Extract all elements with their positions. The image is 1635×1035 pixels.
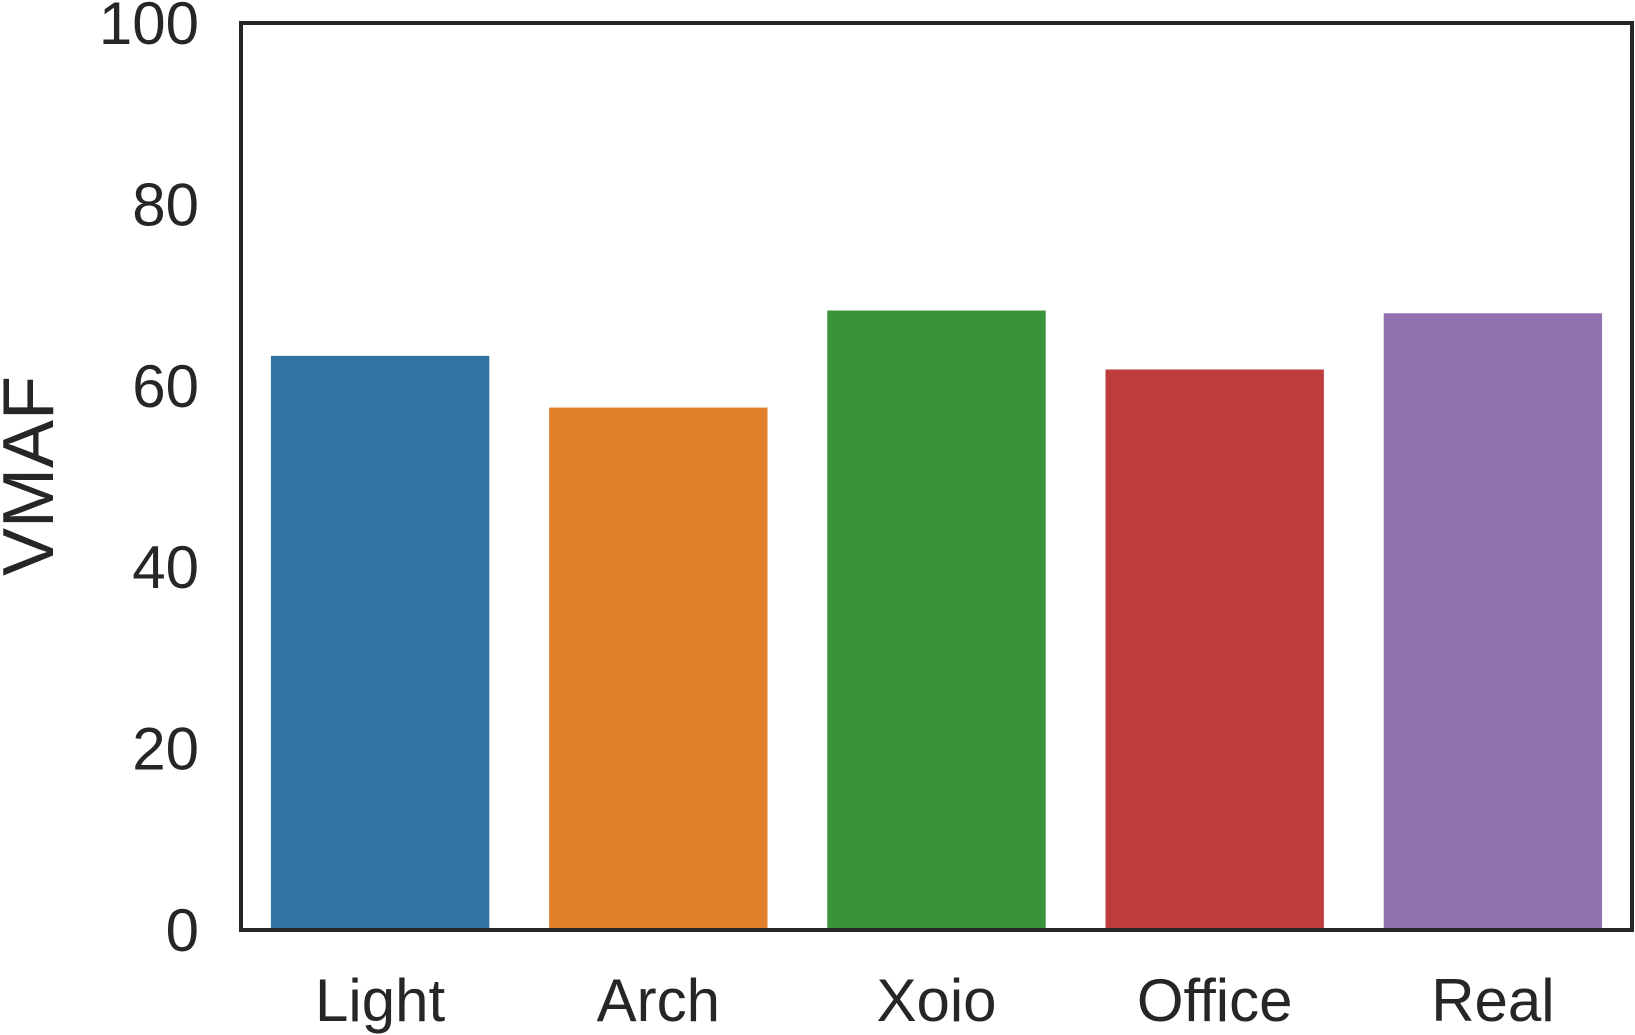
x-tick-label: Xoio (876, 967, 996, 1034)
x-tick-label: Office (1137, 967, 1293, 1034)
y-tick-label: 20 (132, 716, 199, 783)
bar-real (1383, 313, 1603, 930)
y-tick-labels: 0 20 40 60 80 100 (99, 0, 199, 964)
bar-arch (549, 407, 768, 930)
bars-group (270, 310, 1603, 930)
plot-frame (239, 21, 1634, 932)
bar-light (270, 355, 490, 930)
x-tick-label: Light (315, 967, 445, 1034)
y-tick-label: 80 (132, 171, 199, 238)
bar-xoio (827, 310, 1046, 930)
y-tick-label: 60 (132, 353, 199, 420)
bar-office (1105, 369, 1324, 930)
x-tick-label: Real (1431, 967, 1554, 1034)
y-axis-label: VMAF (0, 376, 69, 576)
x-tick-label: Arch (597, 967, 720, 1034)
x-tick-labels: Light Arch Xoio Office Real (315, 967, 1555, 1034)
y-tick-label: 100 (99, 0, 199, 57)
y-tick-label: 40 (132, 534, 199, 601)
y-tick-label: 0 (166, 897, 199, 964)
